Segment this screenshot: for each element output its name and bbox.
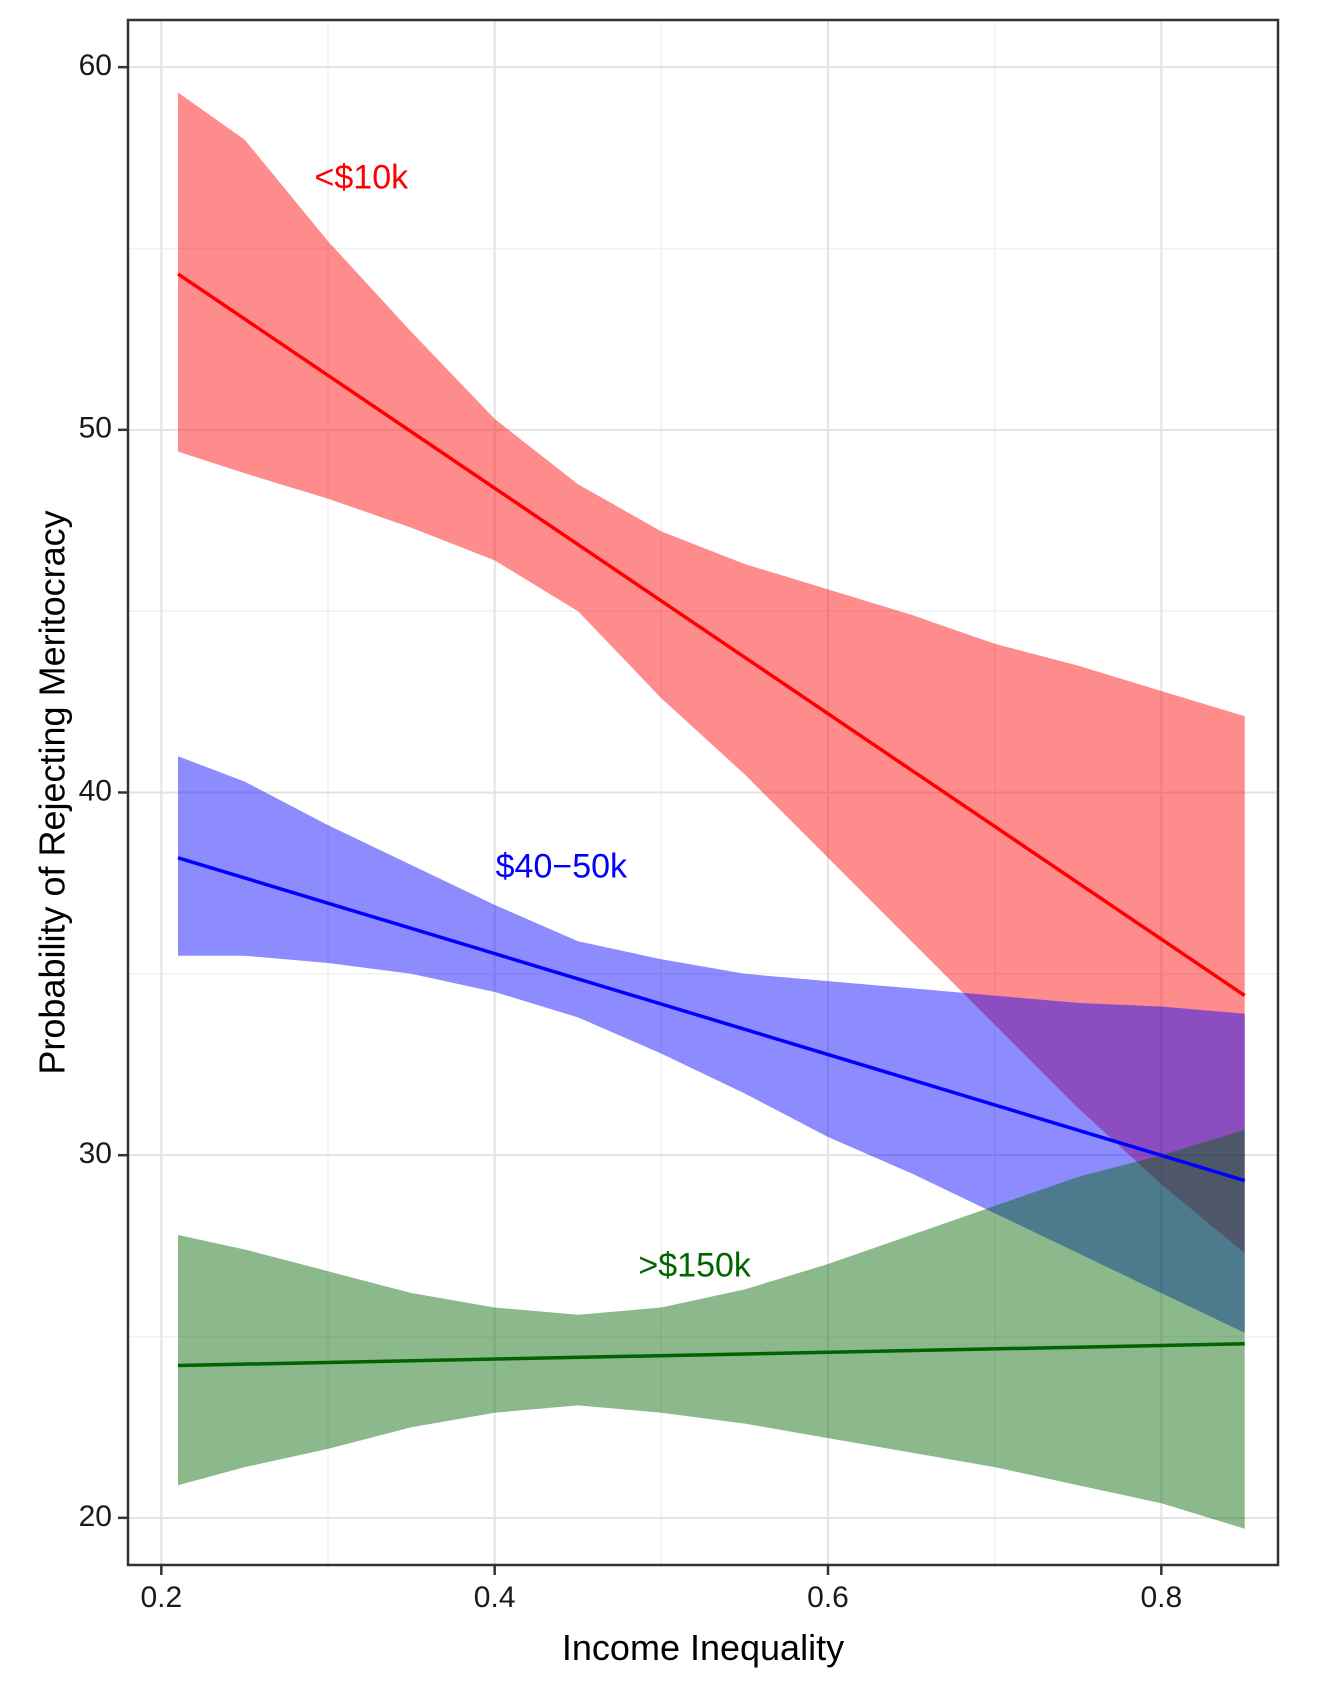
- confidence-bands: [178, 92, 1245, 1529]
- y-tick-label: 60: [79, 49, 112, 82]
- series-label-1: <$10k: [315, 159, 410, 197]
- confidence-band-series-1: [178, 92, 1245, 1254]
- confidence-band-series-3: [178, 1129, 1245, 1529]
- fit-line-series-2: [177, 856, 1246, 1183]
- fit-line-series-3: [177, 1342, 1245, 1368]
- x-tick-label: 0.4: [474, 1581, 516, 1614]
- fit-line-series-1: [177, 272, 1246, 998]
- series-label-2: $40−50k: [496, 848, 628, 886]
- x-axis-title: Income Inequality: [562, 1627, 844, 1668]
- series-label-3: >$150k: [638, 1247, 751, 1285]
- y-tick-label: 30: [79, 1137, 112, 1170]
- y-tick-label: 50: [79, 412, 112, 445]
- x-tick-label: 0.2: [140, 1581, 182, 1614]
- grid: [128, 20, 1278, 1565]
- y-axis-title: Probability of Rejecting Meritocracy: [32, 510, 73, 1074]
- x-tick-label: 0.8: [1140, 1581, 1182, 1614]
- y-tick-label: 40: [79, 774, 112, 807]
- axes: 0.2 0.4 0.6 0.8 20 30 40 50 60: [79, 49, 1183, 1614]
- confidence-band-series-2: [178, 756, 1245, 1333]
- series-labels: <$10k $40−50k >$150k: [315, 159, 752, 1285]
- series-lines: [177, 272, 1246, 1368]
- y-tick-label: 20: [79, 1500, 112, 1533]
- x-tick-label: 0.6: [807, 1581, 849, 1614]
